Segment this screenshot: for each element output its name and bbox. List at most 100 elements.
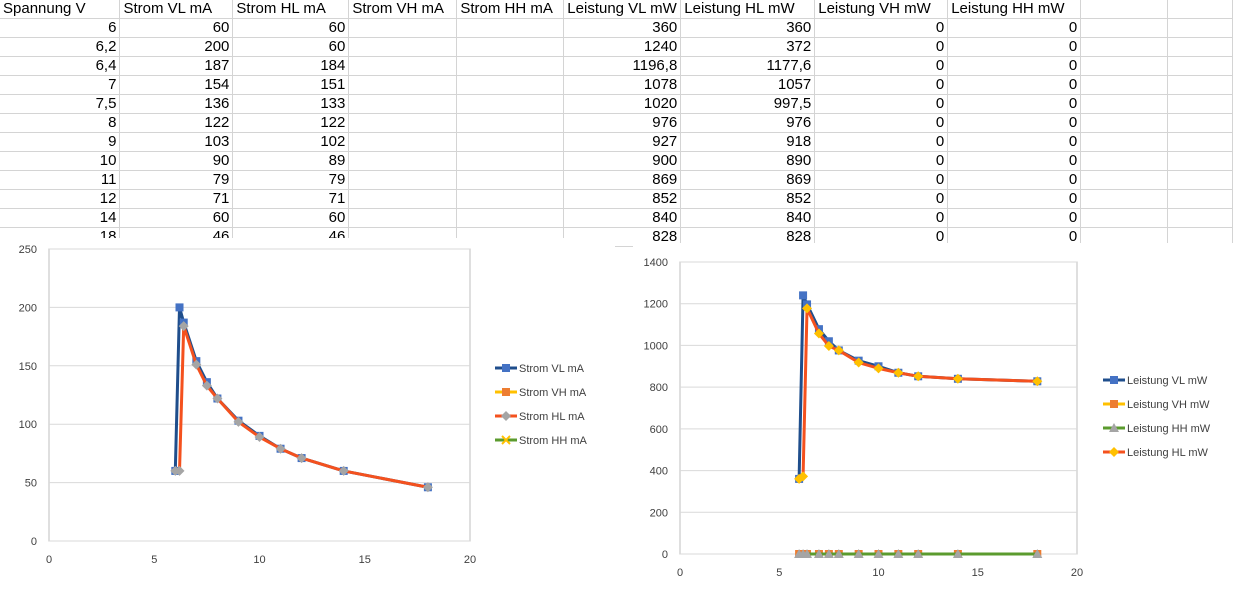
cell[interactable]: 1177,6 bbox=[680, 56, 816, 76]
cell[interactable]: 7 bbox=[0, 75, 121, 95]
cell[interactable] bbox=[1080, 18, 1169, 38]
legend-item[interactable]: Leistung VH mW bbox=[1103, 399, 1210, 411]
cell[interactable]: 976 bbox=[563, 113, 682, 133]
data-point[interactable] bbox=[422, 482, 433, 493]
cell[interactable]: 0 bbox=[947, 56, 1082, 76]
data-point[interactable] bbox=[1032, 549, 1043, 558]
column-header[interactable]: Leistung HL mW bbox=[680, 0, 816, 19]
cell[interactable] bbox=[348, 170, 458, 190]
cell[interactable] bbox=[348, 151, 458, 171]
data-point[interactable] bbox=[952, 549, 963, 558]
legend-item[interactable]: Strom VH mA bbox=[495, 387, 587, 399]
cell[interactable]: 0 bbox=[947, 170, 1082, 190]
data-point[interactable] bbox=[802, 303, 813, 314]
cell[interactable]: 12 bbox=[0, 189, 121, 209]
cell[interactable] bbox=[1167, 151, 1233, 171]
cell[interactable] bbox=[1167, 113, 1233, 133]
cell[interactable] bbox=[348, 56, 458, 76]
data-point[interactable] bbox=[296, 453, 307, 464]
cell[interactable]: 9 bbox=[0, 132, 121, 152]
cell[interactable] bbox=[456, 113, 565, 133]
cell[interactable] bbox=[1080, 37, 1169, 57]
data-point[interactable] bbox=[201, 380, 212, 391]
cell[interactable]: 869 bbox=[563, 170, 682, 190]
cell[interactable] bbox=[1080, 56, 1169, 76]
cell[interactable]: 6,4 bbox=[0, 56, 121, 76]
cell[interactable]: 151 bbox=[232, 75, 350, 95]
cell[interactable]: 11 bbox=[0, 170, 121, 190]
cell[interactable] bbox=[1080, 189, 1169, 209]
chart-leistung[interactable]: 0 200 400 600 800 1000 1200 1400 0 5 10 15 20 Leistun… bbox=[633, 243, 1233, 590]
legend-item[interactable]: Leistung HL mW bbox=[1103, 447, 1209, 459]
column-header[interactable]: Leistung VH mW bbox=[814, 0, 949, 19]
chart-strom[interactable]: 0 50 100 150 200 250 0 5 10 15 20 Strom VL mA Strom … bbox=[0, 238, 615, 590]
data-point[interactable] bbox=[802, 549, 813, 558]
column-header[interactable]: Spannung V bbox=[0, 0, 121, 19]
legend-item[interactable]: Leistung HH mW bbox=[1103, 423, 1211, 435]
cell[interactable] bbox=[456, 56, 565, 76]
data-point[interactable] bbox=[873, 549, 884, 558]
cell[interactable]: 79 bbox=[232, 170, 350, 190]
column-header[interactable] bbox=[1167, 0, 1233, 19]
cell[interactable]: 102 bbox=[232, 132, 350, 152]
series-strom-vl-ma[interactable] bbox=[171, 303, 432, 492]
cell[interactable]: 0 bbox=[947, 37, 1082, 57]
cell[interactable]: 360 bbox=[680, 18, 816, 38]
cell[interactable] bbox=[456, 37, 565, 57]
data-point[interactable] bbox=[833, 345, 844, 356]
data-point[interactable] bbox=[853, 549, 864, 558]
cell[interactable] bbox=[456, 18, 565, 38]
cell[interactable] bbox=[348, 75, 458, 95]
cell[interactable]: 1196,8 bbox=[563, 56, 682, 76]
column-header[interactable]: Strom HH mA bbox=[456, 0, 565, 19]
cell[interactable]: 6,2 bbox=[0, 37, 121, 57]
cell[interactable]: 0 bbox=[814, 151, 949, 171]
cell[interactable]: 184 bbox=[232, 56, 350, 76]
data-point[interactable] bbox=[813, 549, 824, 558]
column-header[interactable]: Leistung HH mW bbox=[947, 0, 1082, 19]
cell[interactable]: 0 bbox=[814, 56, 949, 76]
cell[interactable]: 976 bbox=[680, 113, 816, 133]
data-point[interactable] bbox=[191, 359, 202, 370]
data-point[interactable] bbox=[853, 357, 864, 368]
legend-item[interactable]: Leistung VL mW bbox=[1103, 375, 1208, 387]
cell[interactable]: 90 bbox=[119, 151, 234, 171]
cell[interactable]: 7,5 bbox=[0, 94, 121, 114]
cell[interactable]: 71 bbox=[232, 189, 350, 209]
cell[interactable]: 122 bbox=[232, 113, 350, 133]
cell[interactable] bbox=[456, 208, 565, 228]
cell[interactable]: 200 bbox=[119, 37, 234, 57]
cell[interactable]: 0 bbox=[814, 37, 949, 57]
cell[interactable]: 60 bbox=[232, 18, 350, 38]
cell[interactable]: 0 bbox=[814, 189, 949, 209]
legend-item[interactable]: Strom HL mA bbox=[495, 411, 585, 423]
column-header[interactable]: Leistung VL mW bbox=[563, 0, 682, 19]
data-point[interactable] bbox=[254, 432, 265, 443]
cell[interactable]: 154 bbox=[119, 75, 234, 95]
cell[interactable]: 0 bbox=[814, 18, 949, 38]
legend-marker-icon[interactable] bbox=[502, 364, 510, 372]
cell[interactable]: 852 bbox=[680, 189, 816, 209]
cell[interactable]: 890 bbox=[680, 151, 816, 171]
cell[interactable]: 840 bbox=[563, 208, 682, 228]
cell[interactable]: 0 bbox=[814, 132, 949, 152]
cell[interactable] bbox=[456, 75, 565, 95]
series-line[interactable] bbox=[798, 306, 1038, 481]
series-strom-hl-ma[interactable] bbox=[170, 321, 433, 493]
cell[interactable] bbox=[1080, 208, 1169, 228]
cell[interactable]: 0 bbox=[947, 151, 1082, 171]
cell[interactable]: 187 bbox=[119, 56, 234, 76]
data-point[interactable] bbox=[174, 465, 185, 476]
cell[interactable] bbox=[1080, 151, 1169, 171]
data-point[interactable] bbox=[823, 340, 834, 351]
cell[interactable]: 133 bbox=[232, 94, 350, 114]
legend-marker-icon[interactable] bbox=[1110, 376, 1118, 384]
cell[interactable]: 1240 bbox=[563, 37, 682, 57]
cell[interactable] bbox=[1167, 132, 1233, 152]
data-point[interactable] bbox=[813, 328, 824, 339]
cell[interactable] bbox=[1080, 94, 1169, 114]
cell[interactable]: 60 bbox=[232, 208, 350, 228]
cell[interactable]: 869 bbox=[680, 170, 816, 190]
cell[interactable]: 0 bbox=[814, 170, 949, 190]
cell[interactable]: 60 bbox=[119, 18, 234, 38]
